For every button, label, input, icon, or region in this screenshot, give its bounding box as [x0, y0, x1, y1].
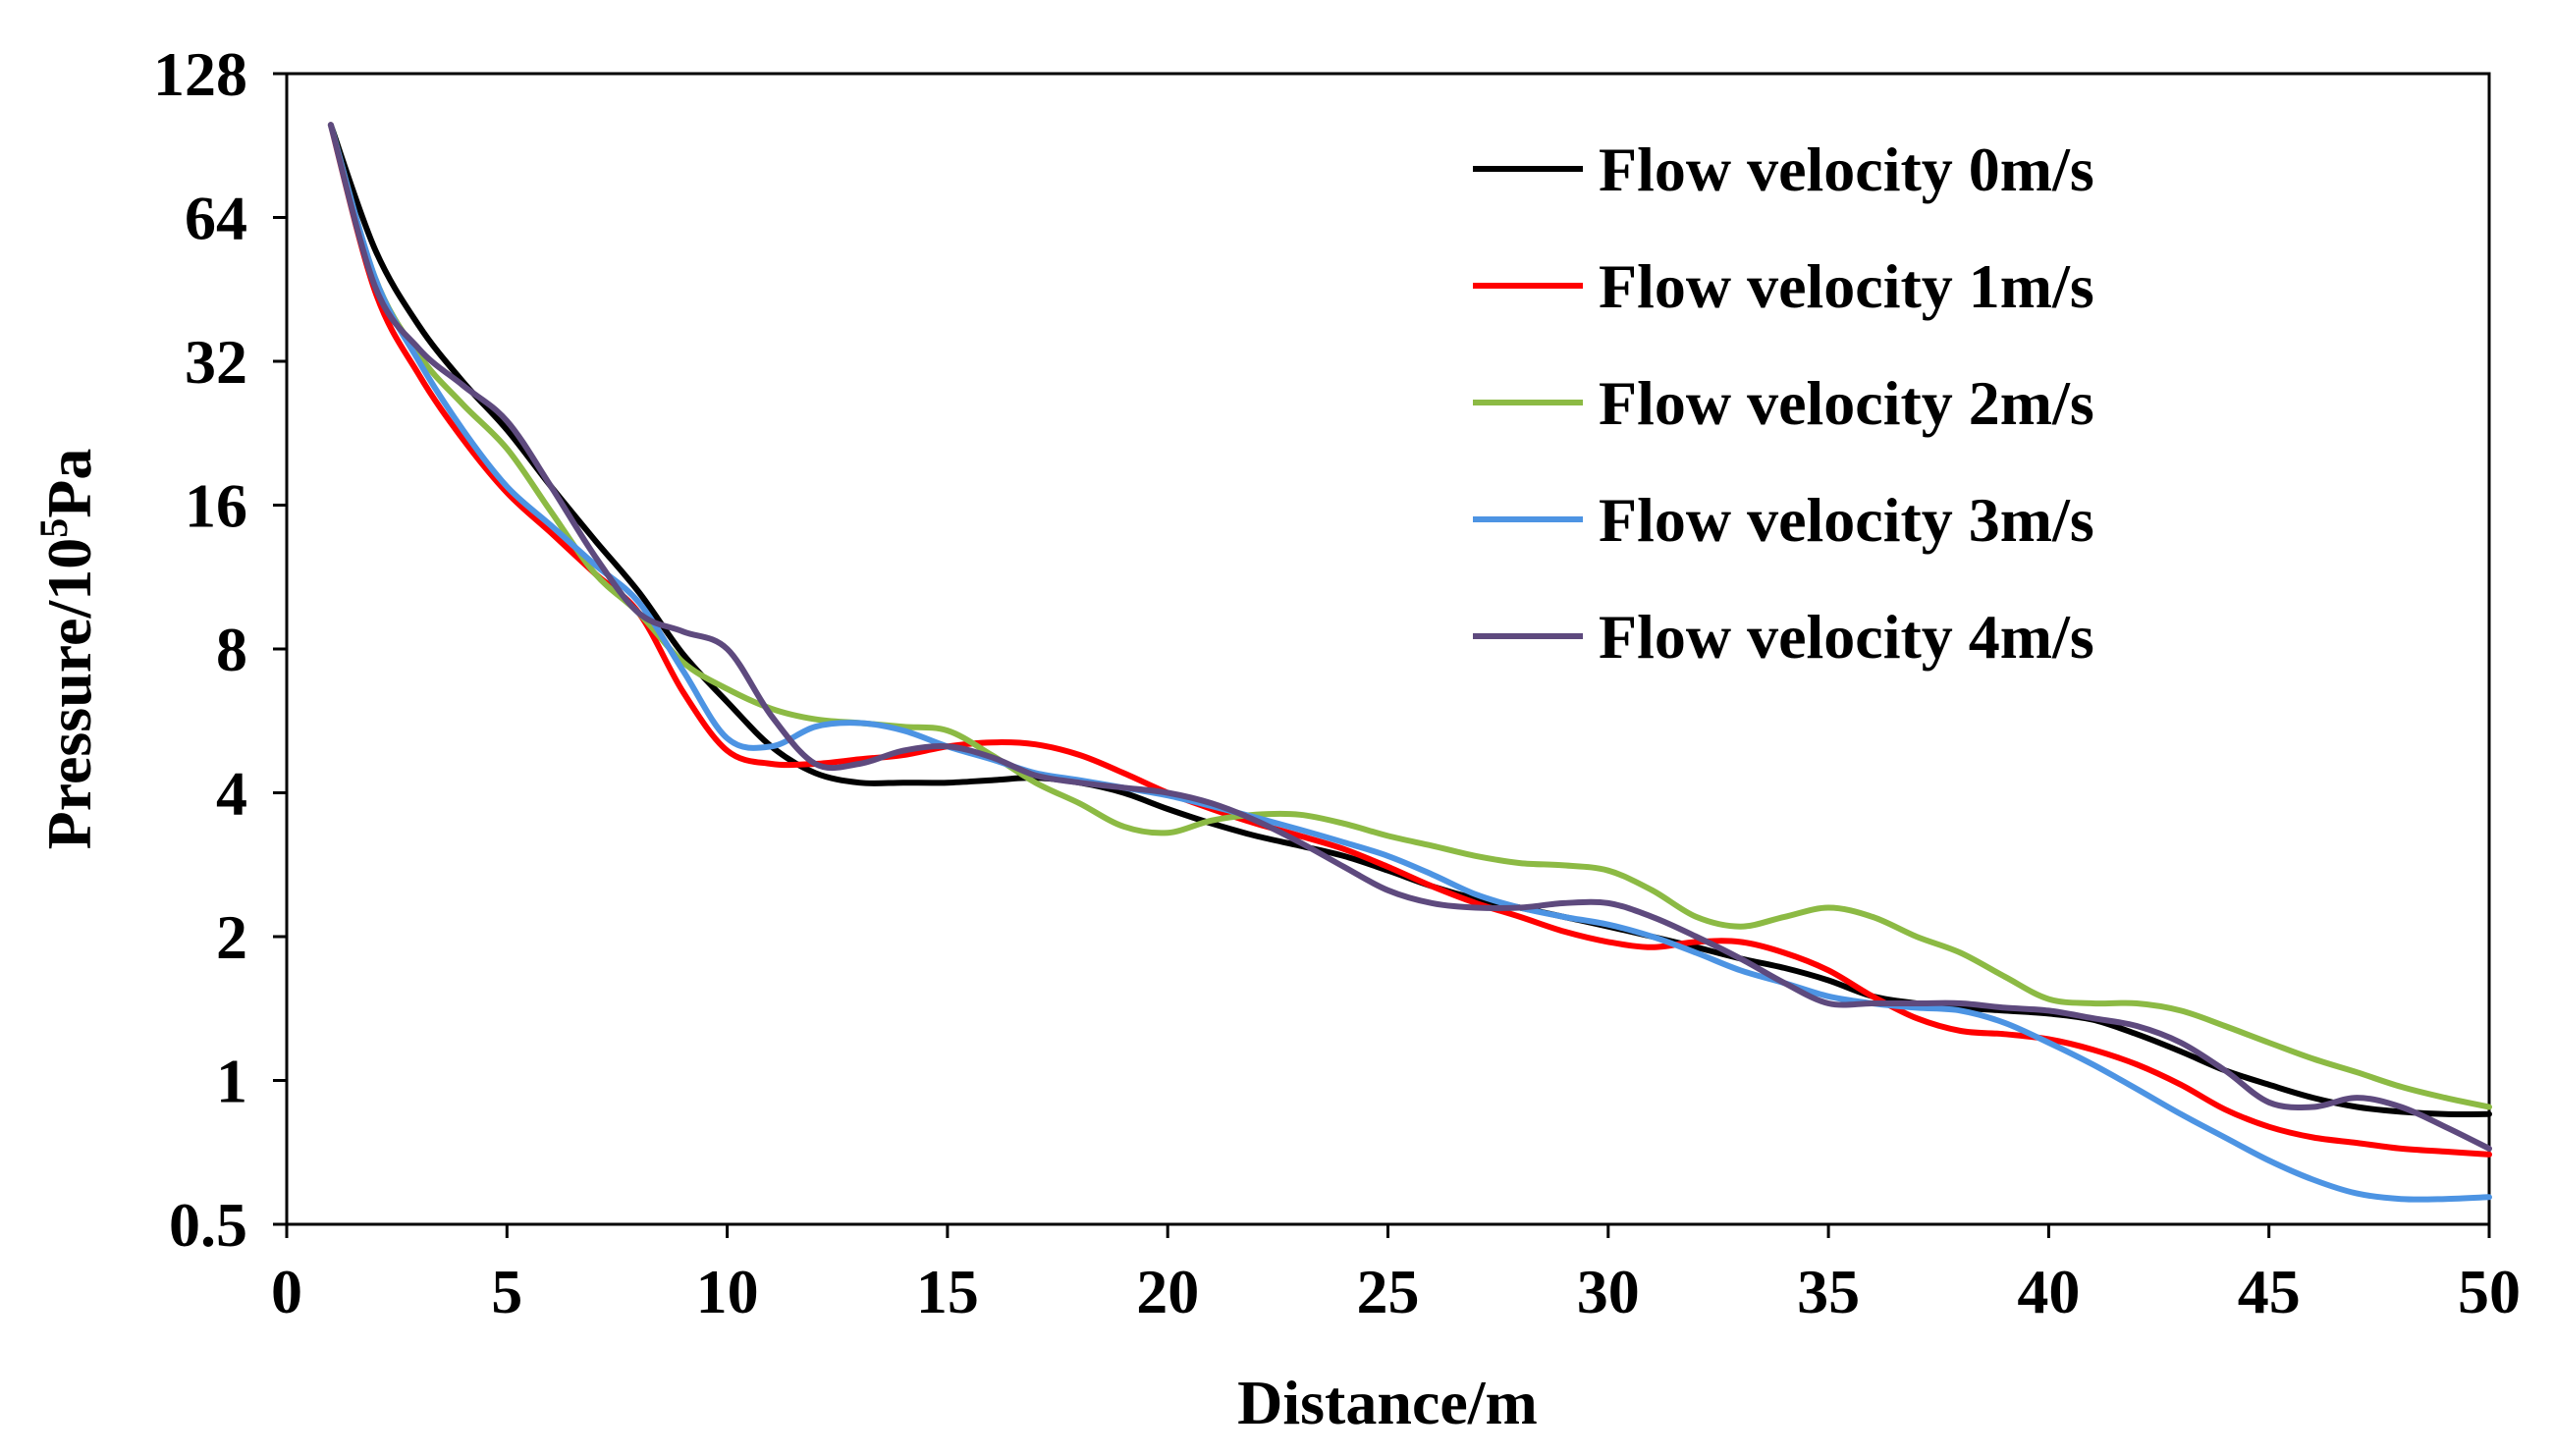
y-tick-label: 4 [216, 759, 247, 829]
series-line-1 [327, 122, 2492, 1158]
x-tick-label: 40 [2017, 1257, 2080, 1326]
x-tick-label: 45 [2238, 1257, 2301, 1326]
series-line-4 [327, 122, 2492, 1152]
x-tick-label: 0 [271, 1257, 302, 1326]
x-tick-label: 35 [1797, 1257, 1860, 1326]
x-tick-label: 20 [1136, 1257, 1199, 1326]
legend: Flow velocity 0m/s Flow velocity 1m/s Flow… [1473, 135, 2094, 672]
y-tick-label: 16 [185, 471, 247, 541]
y-tick-label: 8 [216, 615, 247, 684]
legend-label-4: Flow velocity 4m/s [1599, 602, 2094, 672]
series-lines [327, 122, 2492, 1203]
y-axis-title-main: Pressure/10 [34, 538, 104, 850]
y-axis-title: Pressure/105Pa [31, 449, 104, 850]
y-tick-label: 64 [185, 184, 247, 253]
x-tick-label: 25 [1357, 1257, 1420, 1326]
x-tick-label: 15 [916, 1257, 979, 1326]
x-tick-label: 50 [2458, 1257, 2521, 1326]
y-tick-label: 128 [153, 39, 247, 109]
legend-label-3: Flow velocity 3m/s [1599, 485, 2094, 555]
x-tick-label: 10 [696, 1257, 759, 1326]
x-tick-label: 30 [1577, 1257, 1640, 1326]
legend-label-1: Flow velocity 1m/s [1599, 251, 2094, 321]
y-axis-title-superscript: 5 [31, 518, 76, 538]
y-tick-label: 0.5 [169, 1190, 247, 1260]
y-axis-title-tail: Pa [34, 449, 104, 518]
y-tick-label: 32 [185, 327, 247, 397]
series-line-0 [327, 122, 2492, 1118]
x-tick-label: 5 [491, 1257, 522, 1326]
x-axis-ticks: 0 5 10 15 20 25 30 35 40 45 50 [271, 1224, 2521, 1326]
series-line-2 [327, 122, 2492, 1110]
legend-label-0: Flow velocity 0m/s [1599, 135, 2094, 204]
y-tick-label: 1 [216, 1047, 247, 1116]
x-axis-title: Distance/m [1237, 1368, 1538, 1437]
plot-area [285, 72, 2491, 1226]
legend-label-2: Flow velocity 2m/s [1599, 368, 2094, 438]
y-tick-label: 2 [216, 902, 247, 972]
y-axis-ticks: 0.5 1 2 4 8 16 32 64 128 [153, 39, 287, 1260]
